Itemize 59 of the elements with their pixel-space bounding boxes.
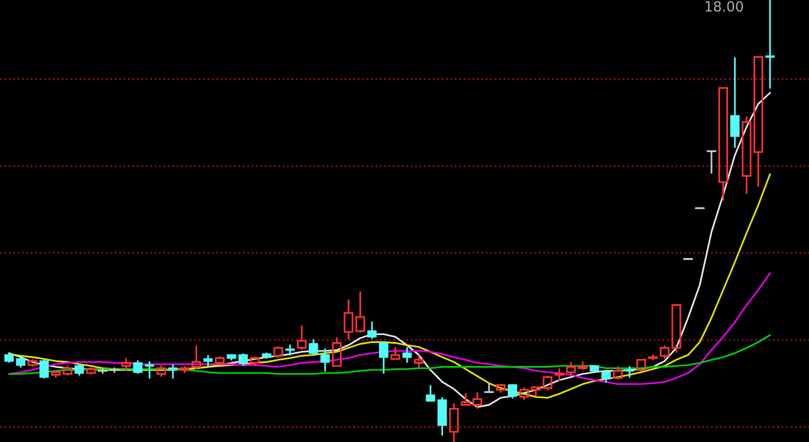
candlestick <box>496 384 506 393</box>
candlestick <box>86 367 96 375</box>
candlestick <box>192 345 202 370</box>
candlestick <box>133 360 142 374</box>
candlestick <box>285 344 295 356</box>
candlestick <box>51 370 61 378</box>
candlestick <box>168 364 178 379</box>
candlestick <box>636 358 646 372</box>
candlestick <box>765 0 775 89</box>
candlestick <box>706 150 716 174</box>
candlestick <box>718 87 728 201</box>
candlestick <box>180 366 190 373</box>
candlestick <box>121 358 131 371</box>
candlestick <box>214 356 225 366</box>
candlestick <box>542 375 552 391</box>
candlestick <box>753 56 764 187</box>
candlestick <box>414 354 424 368</box>
candlestick <box>426 385 436 402</box>
candlestick <box>98 368 108 374</box>
candlestick <box>730 57 740 148</box>
candlestick <box>460 392 470 406</box>
candlestick <box>566 362 576 376</box>
candlestick <box>28 358 38 367</box>
candlestick <box>660 345 670 359</box>
candlestick <box>308 339 318 355</box>
candlestick <box>601 370 611 383</box>
candlestick <box>554 368 564 381</box>
candlestick <box>390 347 400 360</box>
candlestick <box>378 341 388 374</box>
candlestick <box>519 387 529 400</box>
candlestick <box>39 358 49 379</box>
candlestick <box>367 321 377 339</box>
candlestick <box>449 403 459 442</box>
candlestick <box>484 382 494 394</box>
candlestick <box>578 361 588 370</box>
candlestick <box>472 392 482 409</box>
candlestick <box>332 337 342 367</box>
candlestick <box>296 325 307 350</box>
candlestick <box>144 361 154 379</box>
candlestick <box>74 363 84 376</box>
candlestick <box>238 353 248 366</box>
candlestick <box>672 304 682 353</box>
candlestick <box>355 291 366 333</box>
candlestick <box>156 365 166 377</box>
candlestick <box>109 367 120 373</box>
candlestick <box>613 366 623 380</box>
candlestick <box>531 386 541 396</box>
candlestick <box>508 384 518 399</box>
candlestick <box>402 347 412 363</box>
candlestick <box>344 299 354 340</box>
candlestick <box>203 354 213 368</box>
candlestick <box>250 356 260 366</box>
candlestick <box>624 366 634 378</box>
annotation: 18.00 <box>706 1 744 12</box>
candlestick <box>62 365 72 376</box>
candlestick <box>648 354 658 361</box>
candlestick <box>320 348 330 372</box>
candlestick <box>742 116 752 194</box>
candlestick <box>273 346 284 358</box>
